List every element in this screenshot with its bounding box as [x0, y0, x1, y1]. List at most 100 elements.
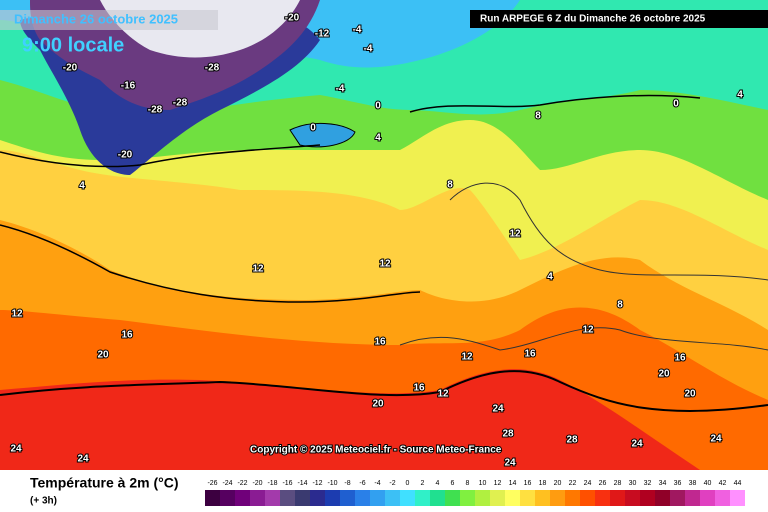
scale-swatch	[655, 490, 670, 506]
scale-tick: 14	[509, 480, 517, 487]
isotherm-label: -28	[148, 105, 163, 116]
scale-swatch	[610, 490, 625, 506]
scale-swatch	[430, 490, 445, 506]
isotherm-label: 12	[252, 264, 264, 275]
legend-subtitle: (+ 3h)	[30, 496, 57, 507]
scale-tick: -8	[344, 480, 350, 487]
isotherm-label: 12	[509, 229, 521, 240]
isotherm-label: 12	[379, 259, 391, 270]
map-date: Dimanche 26 octobre 2025	[14, 11, 178, 26]
isotherm-label: -4	[336, 84, 345, 95]
scale-tick: -10	[327, 480, 337, 487]
scale-tick: -16	[282, 480, 292, 487]
scale-tick: 36	[674, 480, 682, 487]
scale-tick: 28	[614, 480, 622, 487]
scale-swatch	[235, 490, 250, 506]
scale-swatch	[490, 490, 505, 506]
scale-swatch	[505, 490, 520, 506]
isotherm-label: 12	[461, 352, 473, 363]
scale-swatch	[685, 490, 700, 506]
scale-tick: 0	[406, 480, 410, 487]
isotherm-label: 8	[617, 300, 623, 311]
isotherm-label: 0	[673, 99, 679, 110]
scale-swatch	[280, 490, 295, 506]
scale-swatch	[205, 490, 220, 506]
scale-swatch	[520, 490, 535, 506]
scale-tick: 30	[629, 480, 637, 487]
isotherm-label: 8	[535, 111, 541, 122]
isotherm-label: 4	[737, 90, 743, 101]
isotherm-label: -28	[173, 98, 188, 109]
scale-swatch	[535, 490, 550, 506]
isotherm-label: -4	[353, 25, 362, 36]
header: Dimanche 26 octobre 2025 9:00 locale Run…	[0, 10, 768, 56]
scale-tick: 4	[436, 480, 440, 487]
isotherm-label: 20	[684, 389, 696, 400]
map-time: 9:00 locale	[22, 34, 124, 56]
scale-tick: -18	[267, 480, 277, 487]
isotherm-label: -28	[205, 63, 220, 74]
scale-tick: -14	[297, 480, 307, 487]
scale-swatch	[295, 490, 310, 506]
scale-tick: 26	[599, 480, 607, 487]
scale-swatch	[385, 490, 400, 506]
scale-swatch	[265, 490, 280, 506]
scale-tick: -20	[252, 480, 262, 487]
scale-swatch	[340, 490, 355, 506]
scale-tick: 44	[734, 480, 742, 487]
scale-tick: 8	[466, 480, 470, 487]
scale-swatch	[460, 490, 475, 506]
scale-tick: 16	[524, 480, 532, 487]
scale-swatch	[325, 490, 340, 506]
isotherm-label: 16	[121, 330, 133, 341]
scale-tick: -6	[359, 480, 365, 487]
isotherm-label: 24	[77, 454, 89, 465]
scale-tick: 10	[479, 480, 487, 487]
isotherm-label: 24	[631, 439, 643, 450]
isotherm-label: 28	[566, 435, 578, 446]
isotherm-label: 16	[524, 349, 536, 360]
scale-tick: 22	[569, 480, 577, 487]
scale-tick: 42	[719, 480, 727, 487]
scale-swatch	[370, 490, 385, 506]
isotherm-label: 4	[375, 133, 381, 144]
isotherm-label: 0	[375, 101, 381, 112]
scale-tick: 34	[659, 480, 667, 487]
isotherm-label: 24	[504, 458, 516, 469]
isotherm-label: 20	[372, 399, 384, 410]
scale-tick: -4	[374, 480, 380, 487]
date-box	[0, 10, 218, 30]
scale-swatch	[715, 490, 730, 506]
isotherm-label: -20	[285, 13, 300, 24]
isotherm-label: 4	[547, 272, 553, 283]
run-info: Run ARPEGE 6 Z du Dimanche 26 octobre 20…	[480, 14, 706, 25]
scale-tick: 32	[644, 480, 652, 487]
isotherm-label: 24	[710, 434, 722, 445]
legend-title: Température à 2m (°C)	[30, 475, 179, 491]
isotherm-label: -4	[364, 44, 373, 55]
scale-swatch	[550, 490, 565, 506]
scale-swatch	[595, 490, 610, 506]
scale-tick: 24	[584, 480, 592, 487]
scale-tick: 18	[539, 480, 547, 487]
isotherm-label: -12	[315, 29, 330, 40]
isotherm-label: 16	[674, 353, 686, 364]
isotherm-label: 12	[437, 389, 449, 400]
isotherm-label: -20	[63, 63, 78, 74]
scale-swatch	[415, 490, 430, 506]
scale-swatch	[475, 490, 490, 506]
isotherm-label: 0	[310, 123, 316, 134]
scale-swatch	[355, 490, 370, 506]
scale-tick: -12	[312, 480, 322, 487]
scale-swatch	[445, 490, 460, 506]
scale-swatch	[670, 490, 685, 506]
isotherm-label: 20	[658, 369, 670, 380]
isotherm-label: -16	[121, 81, 136, 92]
scale-tick: 20	[554, 480, 562, 487]
isotherm-label: 12	[11, 309, 23, 320]
scale-swatch	[310, 490, 325, 506]
scale-swatch	[700, 490, 715, 506]
scale-tick: -26	[207, 480, 217, 487]
isotherm-label: 24	[10, 444, 22, 455]
